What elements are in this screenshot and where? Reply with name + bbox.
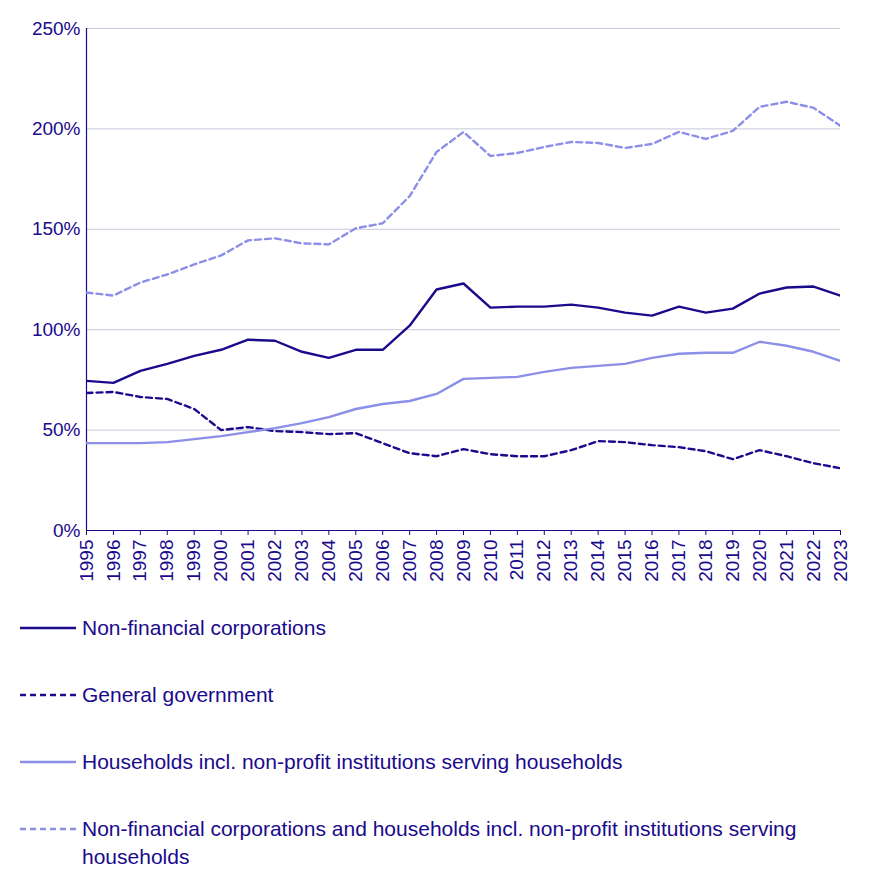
- svg-text:2019: 2019: [722, 540, 743, 582]
- svg-text:2010: 2010: [480, 540, 501, 582]
- svg-text:2022: 2022: [803, 540, 824, 582]
- svg-text:2002: 2002: [264, 540, 285, 582]
- svg-text:1996: 1996: [103, 540, 124, 582]
- svg-text:2004: 2004: [318, 539, 339, 582]
- svg-text:200%: 200%: [32, 118, 81, 139]
- svg-text:1995: 1995: [76, 540, 97, 582]
- svg-text:50%: 50%: [42, 419, 80, 440]
- html-text:Households incl. non-profit in: Households incl. non-profit institutions…: [82, 750, 623, 773]
- html-text:Non-financial corporations: Non-financial corporations: [82, 616, 326, 639]
- svg-text:100%: 100%: [32, 319, 81, 340]
- svg-text:2003: 2003: [291, 540, 312, 582]
- svg-text:2012: 2012: [533, 540, 554, 582]
- svg-text:1998: 1998: [156, 540, 177, 582]
- svg-text:2023: 2023: [830, 540, 851, 582]
- svg-text:1999: 1999: [183, 540, 204, 582]
- svg-text:2001: 2001: [237, 540, 258, 582]
- svg-text:2018: 2018: [695, 540, 716, 582]
- svg-text:2006: 2006: [372, 540, 393, 582]
- svg-text:2000: 2000: [210, 540, 231, 582]
- svg-text:150%: 150%: [32, 218, 81, 239]
- svg-text:2009: 2009: [453, 540, 474, 582]
- svg-text:2013: 2013: [560, 540, 581, 582]
- svg-text:2014: 2014: [587, 539, 608, 582]
- svg-text:250%: 250%: [32, 18, 81, 39]
- svg-text:2015: 2015: [614, 540, 635, 582]
- svg-text:2011: 2011: [506, 540, 527, 581]
- html-text:General government: General government: [82, 683, 274, 706]
- html-text:Non-financial corporations and: Non-financial corporations and household…: [82, 817, 797, 868]
- svg-text:2016: 2016: [641, 540, 662, 582]
- svg-text:2005: 2005: [345, 540, 366, 582]
- svg-text:2020: 2020: [749, 540, 770, 582]
- svg-text:2007: 2007: [399, 540, 420, 582]
- svg-text:0%: 0%: [53, 520, 81, 541]
- svg-text:2021: 2021: [776, 540, 797, 582]
- svg-text:2017: 2017: [668, 540, 689, 582]
- svg-text:1997: 1997: [129, 540, 150, 582]
- svg-text:2008: 2008: [426, 540, 447, 582]
